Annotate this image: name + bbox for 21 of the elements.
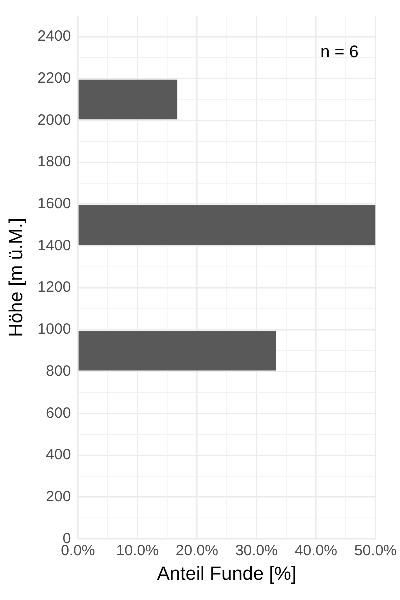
x-tick-label: 10.0% xyxy=(116,542,159,560)
y-tick-label: 1000 xyxy=(38,321,72,338)
y-axis-title: Höhe [m ü.M.] xyxy=(6,218,28,338)
y-tick-label: 600 xyxy=(46,404,72,422)
y-tick-label: 2400 xyxy=(38,28,72,46)
x-tick-label: 30.0% xyxy=(235,542,278,560)
x-axis-title: Anteil Funde [%] xyxy=(157,564,297,585)
y-tick-label: 2200 xyxy=(38,70,72,87)
x-tick-label: 20.0% xyxy=(176,542,218,560)
x-tick-label: 40.0% xyxy=(294,542,338,560)
x-tick-label: 50.0% xyxy=(354,542,398,560)
x-tick-label: 0.0% xyxy=(61,542,96,560)
y-tick-label: 1200 xyxy=(38,279,72,296)
annotation: n = 6 xyxy=(320,42,359,62)
y-tick-label: 800 xyxy=(46,362,72,380)
y-tick-label: 1600 xyxy=(38,195,72,212)
y-tick-label: 2000 xyxy=(38,112,72,129)
y-tick-label: 1400 xyxy=(38,237,72,254)
y-tick-label: 400 xyxy=(46,446,72,464)
y-tick-label: 200 xyxy=(46,488,72,506)
y-tick-label: 1800 xyxy=(38,154,72,171)
